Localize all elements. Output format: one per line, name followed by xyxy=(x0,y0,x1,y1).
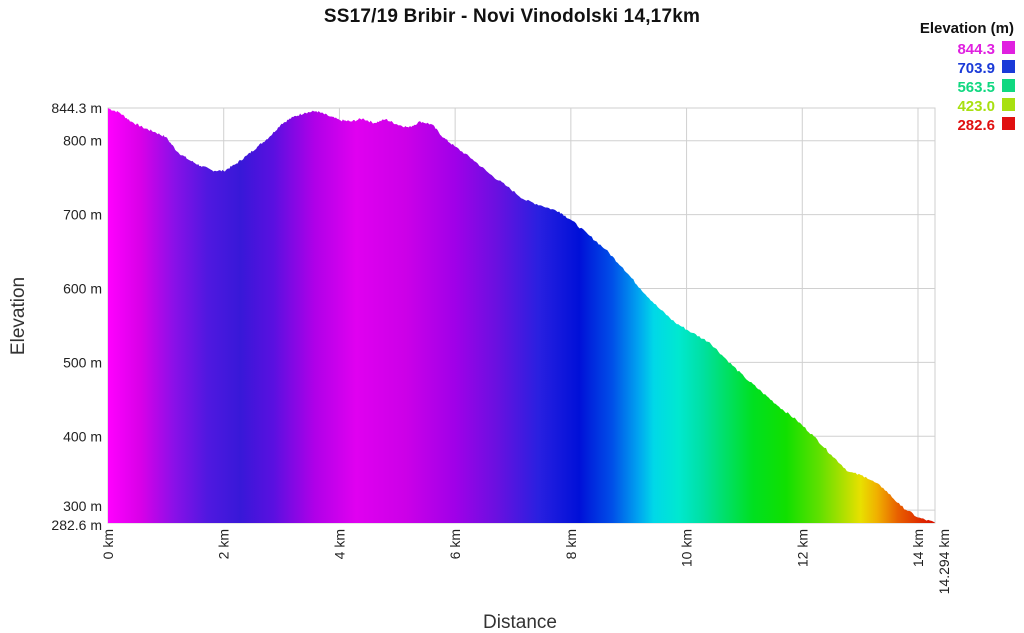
legend-swatch xyxy=(1002,60,1015,73)
legend-swatch xyxy=(1002,41,1015,54)
legend-entry-label: 423.0 xyxy=(957,98,995,115)
x-tick-label: 4 km xyxy=(331,529,347,559)
y-tick-label: 600 m xyxy=(63,280,102,296)
y-axis-label: Elevation xyxy=(8,277,29,355)
y-tick-label: 500 m xyxy=(63,354,102,370)
legend: Elevation (m) 844.3 703.9 563.5 423.0 282.6 xyxy=(920,20,1015,134)
y-axis-ticks: 282.6 m 300 m 400 m 500 m 600 m 700 m 800 m 844… xyxy=(51,100,102,533)
legend-swatch xyxy=(1002,79,1015,92)
legend-entry-label: 563.5 xyxy=(957,79,995,96)
legend-entry-label: 703.9 xyxy=(957,60,995,77)
elevation-area xyxy=(108,108,935,523)
legend-swatch xyxy=(1002,117,1015,130)
x-axis-label: Distance xyxy=(483,612,557,633)
y-tick-label: 800 m xyxy=(63,133,102,149)
x-tick-label: 10 km xyxy=(679,529,695,567)
x-tick-label: 0 km xyxy=(100,529,116,559)
chart-title: SS17/19 Bribir - Novi Vinodolski 14,17km xyxy=(323,6,701,27)
legend-title: Elevation (m) xyxy=(920,20,1014,37)
x-tick-label: 14.294 km xyxy=(936,529,952,594)
legend-entry-label: 282.6 xyxy=(957,117,995,134)
legend-swatch xyxy=(1002,98,1015,111)
x-tick-label: 12 km xyxy=(794,529,810,567)
x-axis-ticks: 0 km 2 km 4 km 6 km 8 km 10 km 12 km 14 km 14.29… xyxy=(100,529,952,594)
legend-entry-label: 844.3 xyxy=(957,41,995,58)
y-tick-label: 282.6 m xyxy=(51,517,102,533)
x-tick-label: 14 km xyxy=(910,529,926,567)
x-tick-label: 6 km xyxy=(447,529,463,559)
y-tick-label: 700 m xyxy=(63,207,102,223)
x-tick-label: 2 km xyxy=(216,529,232,559)
y-tick-label: 844.3 m xyxy=(51,100,102,116)
x-tick-label: 8 km xyxy=(563,529,579,559)
y-tick-label: 400 m xyxy=(63,428,102,444)
y-tick-label: 300 m xyxy=(63,498,102,514)
